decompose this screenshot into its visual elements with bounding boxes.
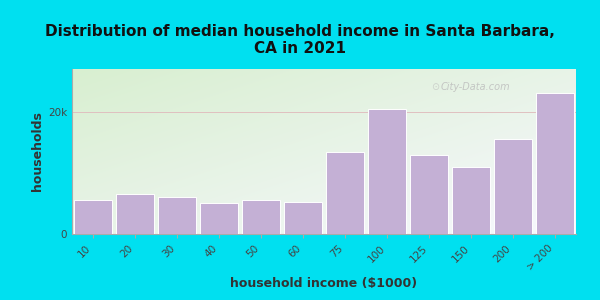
Text: City-Data.com: City-Data.com [440,82,510,92]
Bar [158,197,196,234]
Bar [74,200,112,234]
Bar [452,167,490,234]
Bar [536,93,574,234]
Text: ⊙: ⊙ [431,82,439,92]
Bar [410,154,448,234]
Bar [326,152,364,234]
Bar [284,202,322,234]
Bar [494,139,532,234]
Bar [116,194,154,234]
X-axis label: household income ($1000): household income ($1000) [230,277,418,290]
Bar [242,200,280,234]
Text: Distribution of median household income in Santa Barbara,
CA in 2021: Distribution of median household income … [45,24,555,56]
Bar [368,109,406,234]
Y-axis label: households: households [31,112,44,191]
Bar [200,203,238,234]
